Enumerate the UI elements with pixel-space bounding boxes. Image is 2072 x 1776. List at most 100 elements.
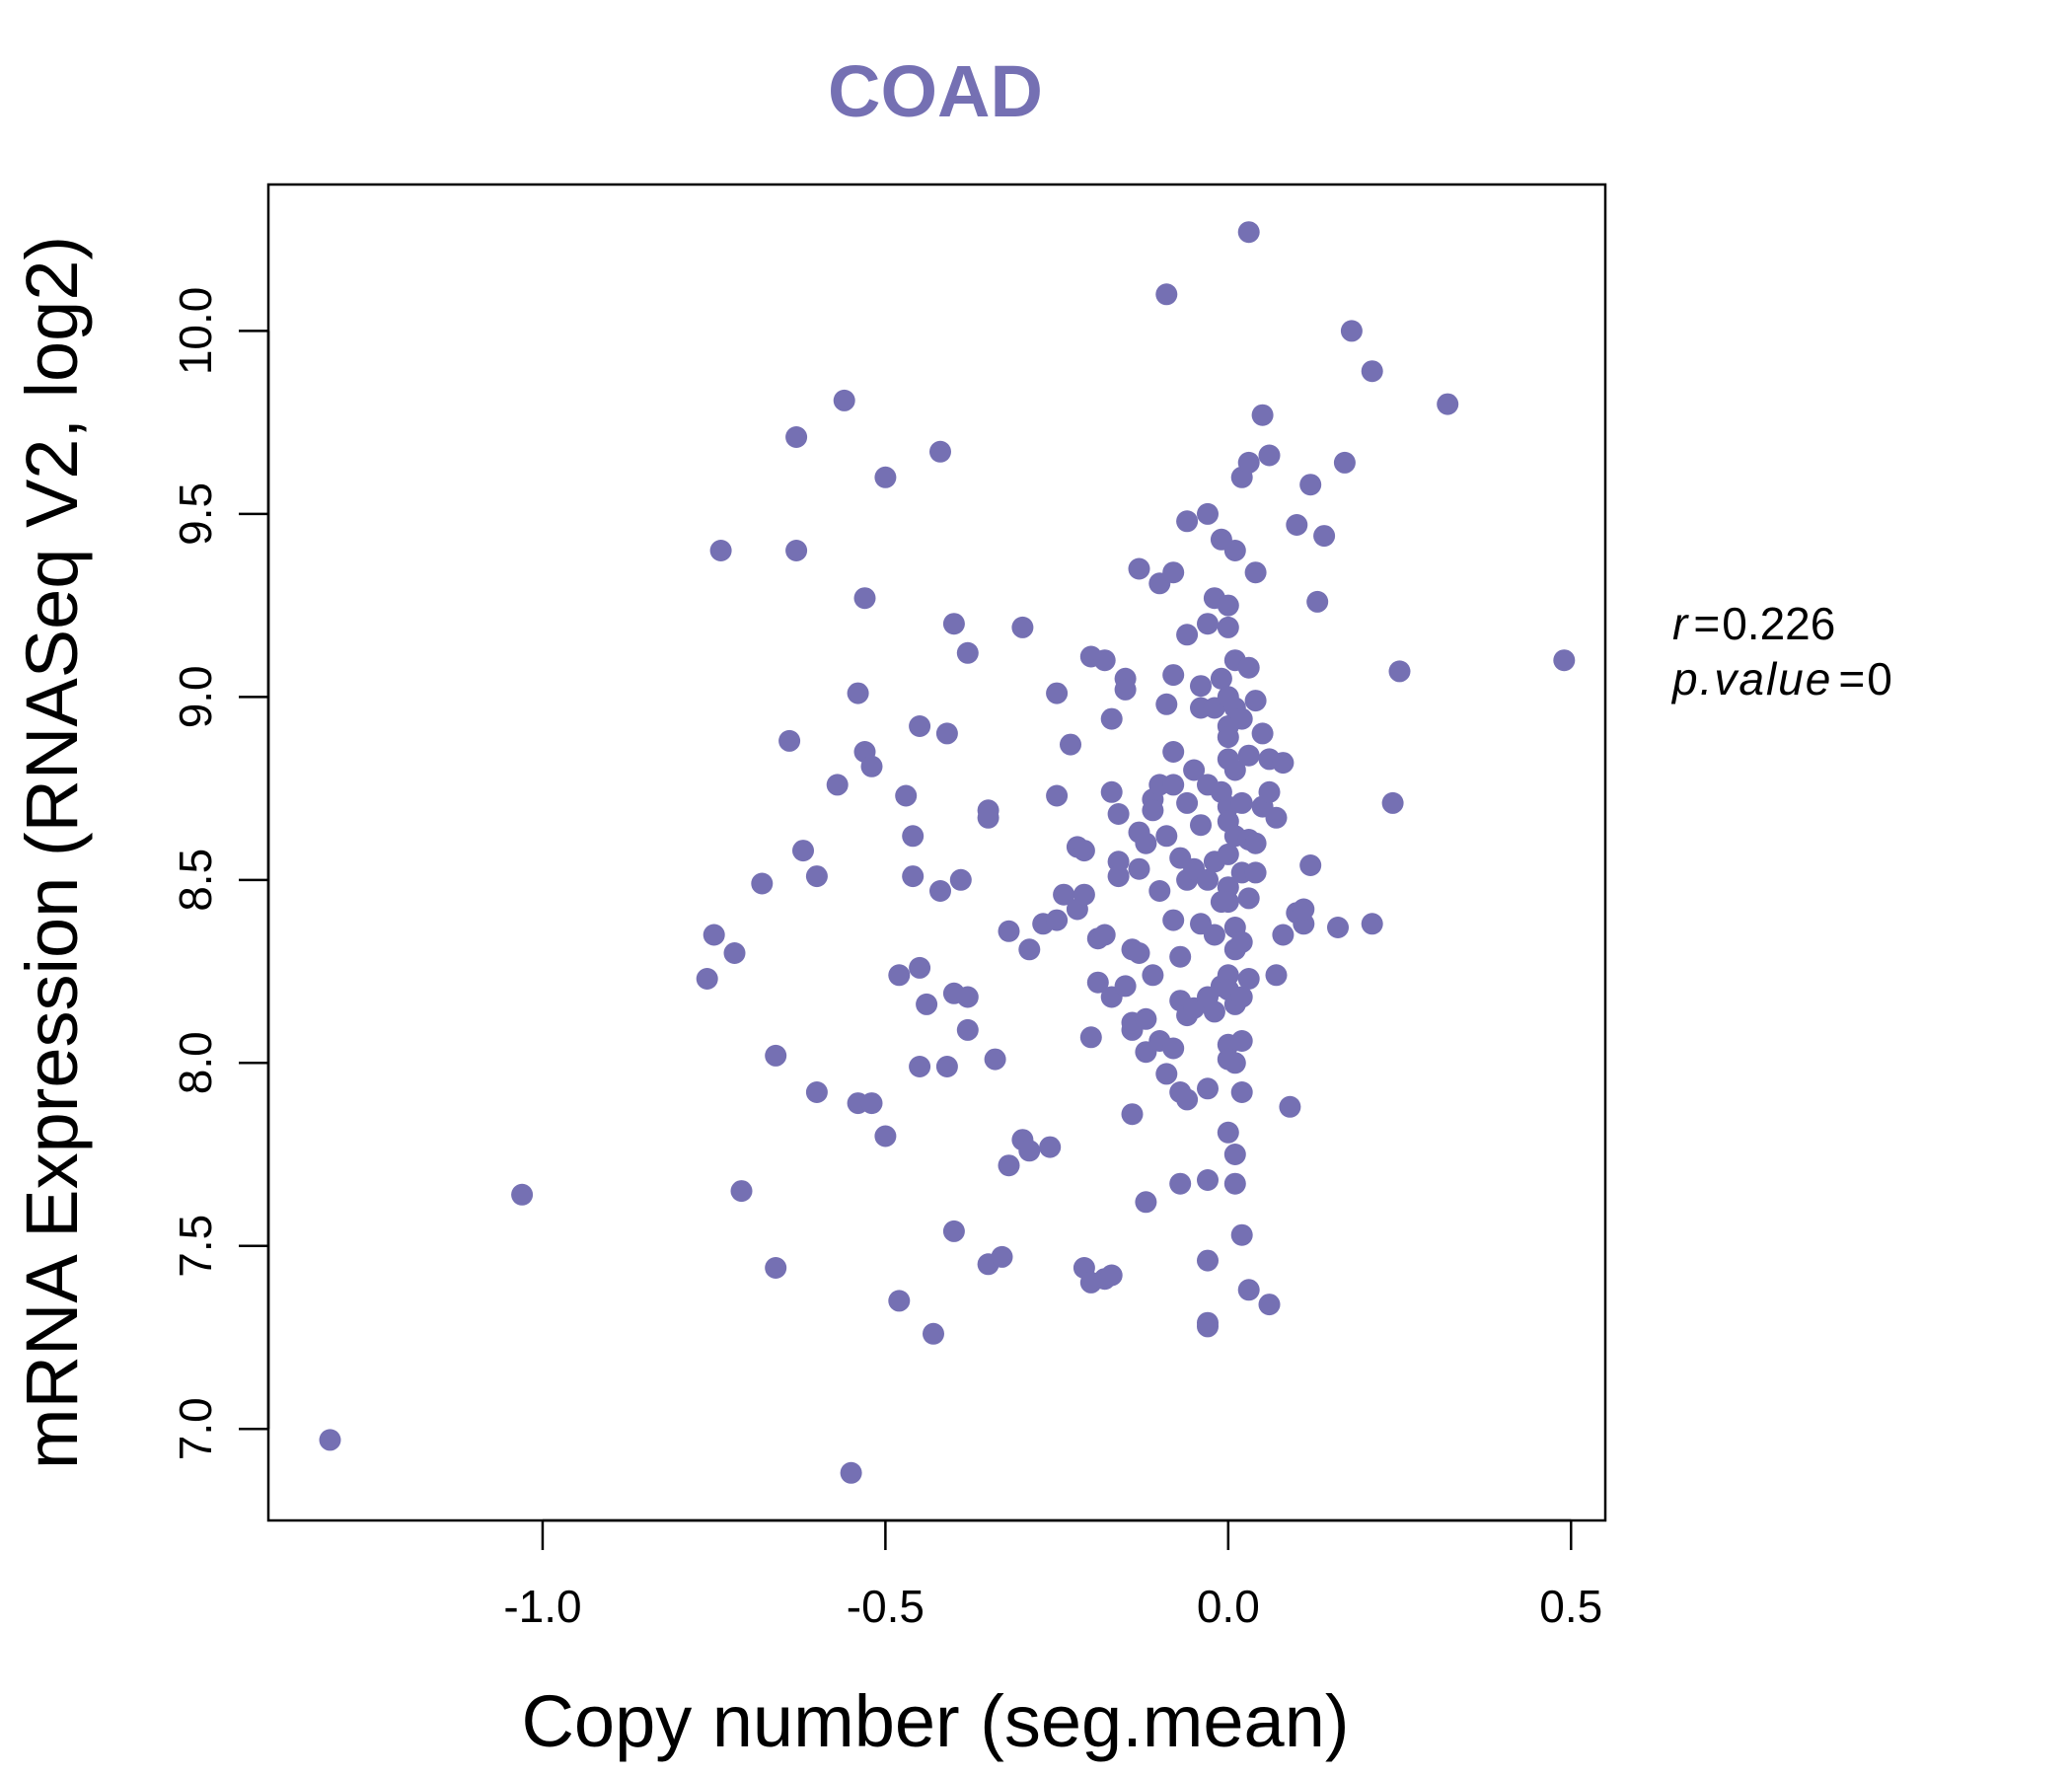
p-equals: = — [1838, 653, 1865, 704]
data-point — [1244, 561, 1267, 584]
data-point — [1135, 1007, 1157, 1030]
data-point — [1293, 898, 1315, 921]
data-point — [956, 1018, 979, 1041]
y-tick-label: 9.0 — [170, 665, 221, 728]
data-point — [1223, 1172, 1246, 1195]
data-point — [778, 729, 801, 752]
data-point — [1237, 451, 1260, 474]
data-point — [1333, 451, 1356, 474]
data-point — [1162, 664, 1185, 687]
data-point — [1018, 938, 1041, 961]
data-point — [765, 1257, 787, 1279]
data-point — [909, 715, 931, 737]
data-point — [1381, 791, 1404, 814]
data-point — [1176, 1088, 1199, 1111]
data-point — [826, 774, 849, 796]
data-point — [511, 1183, 534, 1206]
data-point — [1286, 514, 1308, 536]
data-point — [1114, 678, 1137, 701]
data-point — [991, 1245, 1013, 1268]
y-tick-label: 8.0 — [170, 1031, 221, 1094]
data-point — [840, 1461, 862, 1484]
data-point — [805, 865, 828, 888]
data-point — [942, 613, 965, 635]
x-axis: -1.0 -0.5 0.0 0.5 — [503, 1518, 1602, 1632]
data-point — [1217, 726, 1239, 749]
data-point — [949, 868, 972, 891]
data-point — [785, 540, 808, 561]
data-points — [319, 221, 1576, 1484]
data-point — [1100, 707, 1123, 730]
data-point — [1162, 561, 1185, 584]
data-point — [1128, 857, 1150, 880]
data-point — [1217, 616, 1239, 638]
data-point — [1155, 825, 1178, 848]
data-point — [1176, 510, 1199, 533]
data-point — [1121, 1103, 1144, 1126]
data-point — [909, 956, 931, 979]
data-point — [942, 1220, 965, 1242]
data-point — [792, 840, 814, 862]
data-point — [1079, 1026, 1102, 1049]
data-point — [916, 993, 938, 1015]
data-point — [1237, 968, 1260, 990]
data-point — [1100, 1264, 1123, 1287]
data-point — [847, 682, 869, 704]
data-point — [874, 1125, 897, 1147]
data-point — [902, 825, 925, 848]
data-point — [998, 1154, 1020, 1177]
data-point — [1107, 803, 1130, 825]
data-point — [1217, 891, 1239, 914]
x-axis-title: Copy number (seg.mean) — [521, 1680, 1349, 1762]
data-point — [1093, 924, 1116, 946]
data-point — [1230, 1030, 1253, 1052]
p-value: 0 — [1867, 653, 1892, 704]
data-point — [1272, 752, 1295, 775]
data-point — [1135, 832, 1157, 854]
data-point — [1313, 525, 1336, 548]
data-point — [1046, 784, 1069, 807]
data-point — [1039, 1136, 1062, 1158]
data-point — [1162, 774, 1185, 796]
data-point — [1327, 917, 1349, 938]
data-point — [1155, 693, 1178, 715]
data-point — [1230, 986, 1253, 1008]
data-point — [984, 1048, 1006, 1071]
data-point — [1230, 791, 1253, 814]
data-point — [935, 1056, 958, 1077]
data-point — [1251, 722, 1274, 745]
data-point — [1217, 1121, 1239, 1144]
y-axis-title: mRNA Expression (RNASeq V2, log2) — [11, 236, 93, 1469]
data-point — [833, 389, 855, 411]
data-point — [1223, 1052, 1246, 1074]
data-point — [888, 1290, 911, 1312]
data-point — [853, 587, 876, 610]
data-point — [1244, 861, 1267, 884]
data-point — [1114, 975, 1137, 998]
data-point — [1046, 909, 1069, 931]
data-point — [1203, 924, 1225, 946]
y-tick-label: 8.5 — [170, 849, 221, 912]
data-point — [888, 964, 911, 987]
data-point — [765, 1044, 787, 1067]
data-point — [730, 1180, 753, 1203]
data-point — [1265, 806, 1288, 829]
data-point — [929, 880, 951, 902]
data-point — [1553, 649, 1576, 672]
data-point — [895, 784, 918, 807]
y-tick-label: 7.0 — [170, 1397, 221, 1460]
data-point — [1230, 1081, 1253, 1103]
data-point — [1361, 360, 1383, 383]
data-point — [1237, 744, 1260, 767]
data-point — [1162, 1037, 1185, 1060]
data-point — [935, 722, 958, 745]
data-point — [998, 920, 1020, 942]
data-point — [1162, 741, 1185, 763]
data-point — [805, 1081, 828, 1103]
data-point — [1237, 887, 1260, 910]
data-point — [1230, 707, 1253, 730]
data-point — [902, 865, 925, 888]
data-point — [1244, 832, 1267, 854]
data-point — [1265, 964, 1288, 987]
